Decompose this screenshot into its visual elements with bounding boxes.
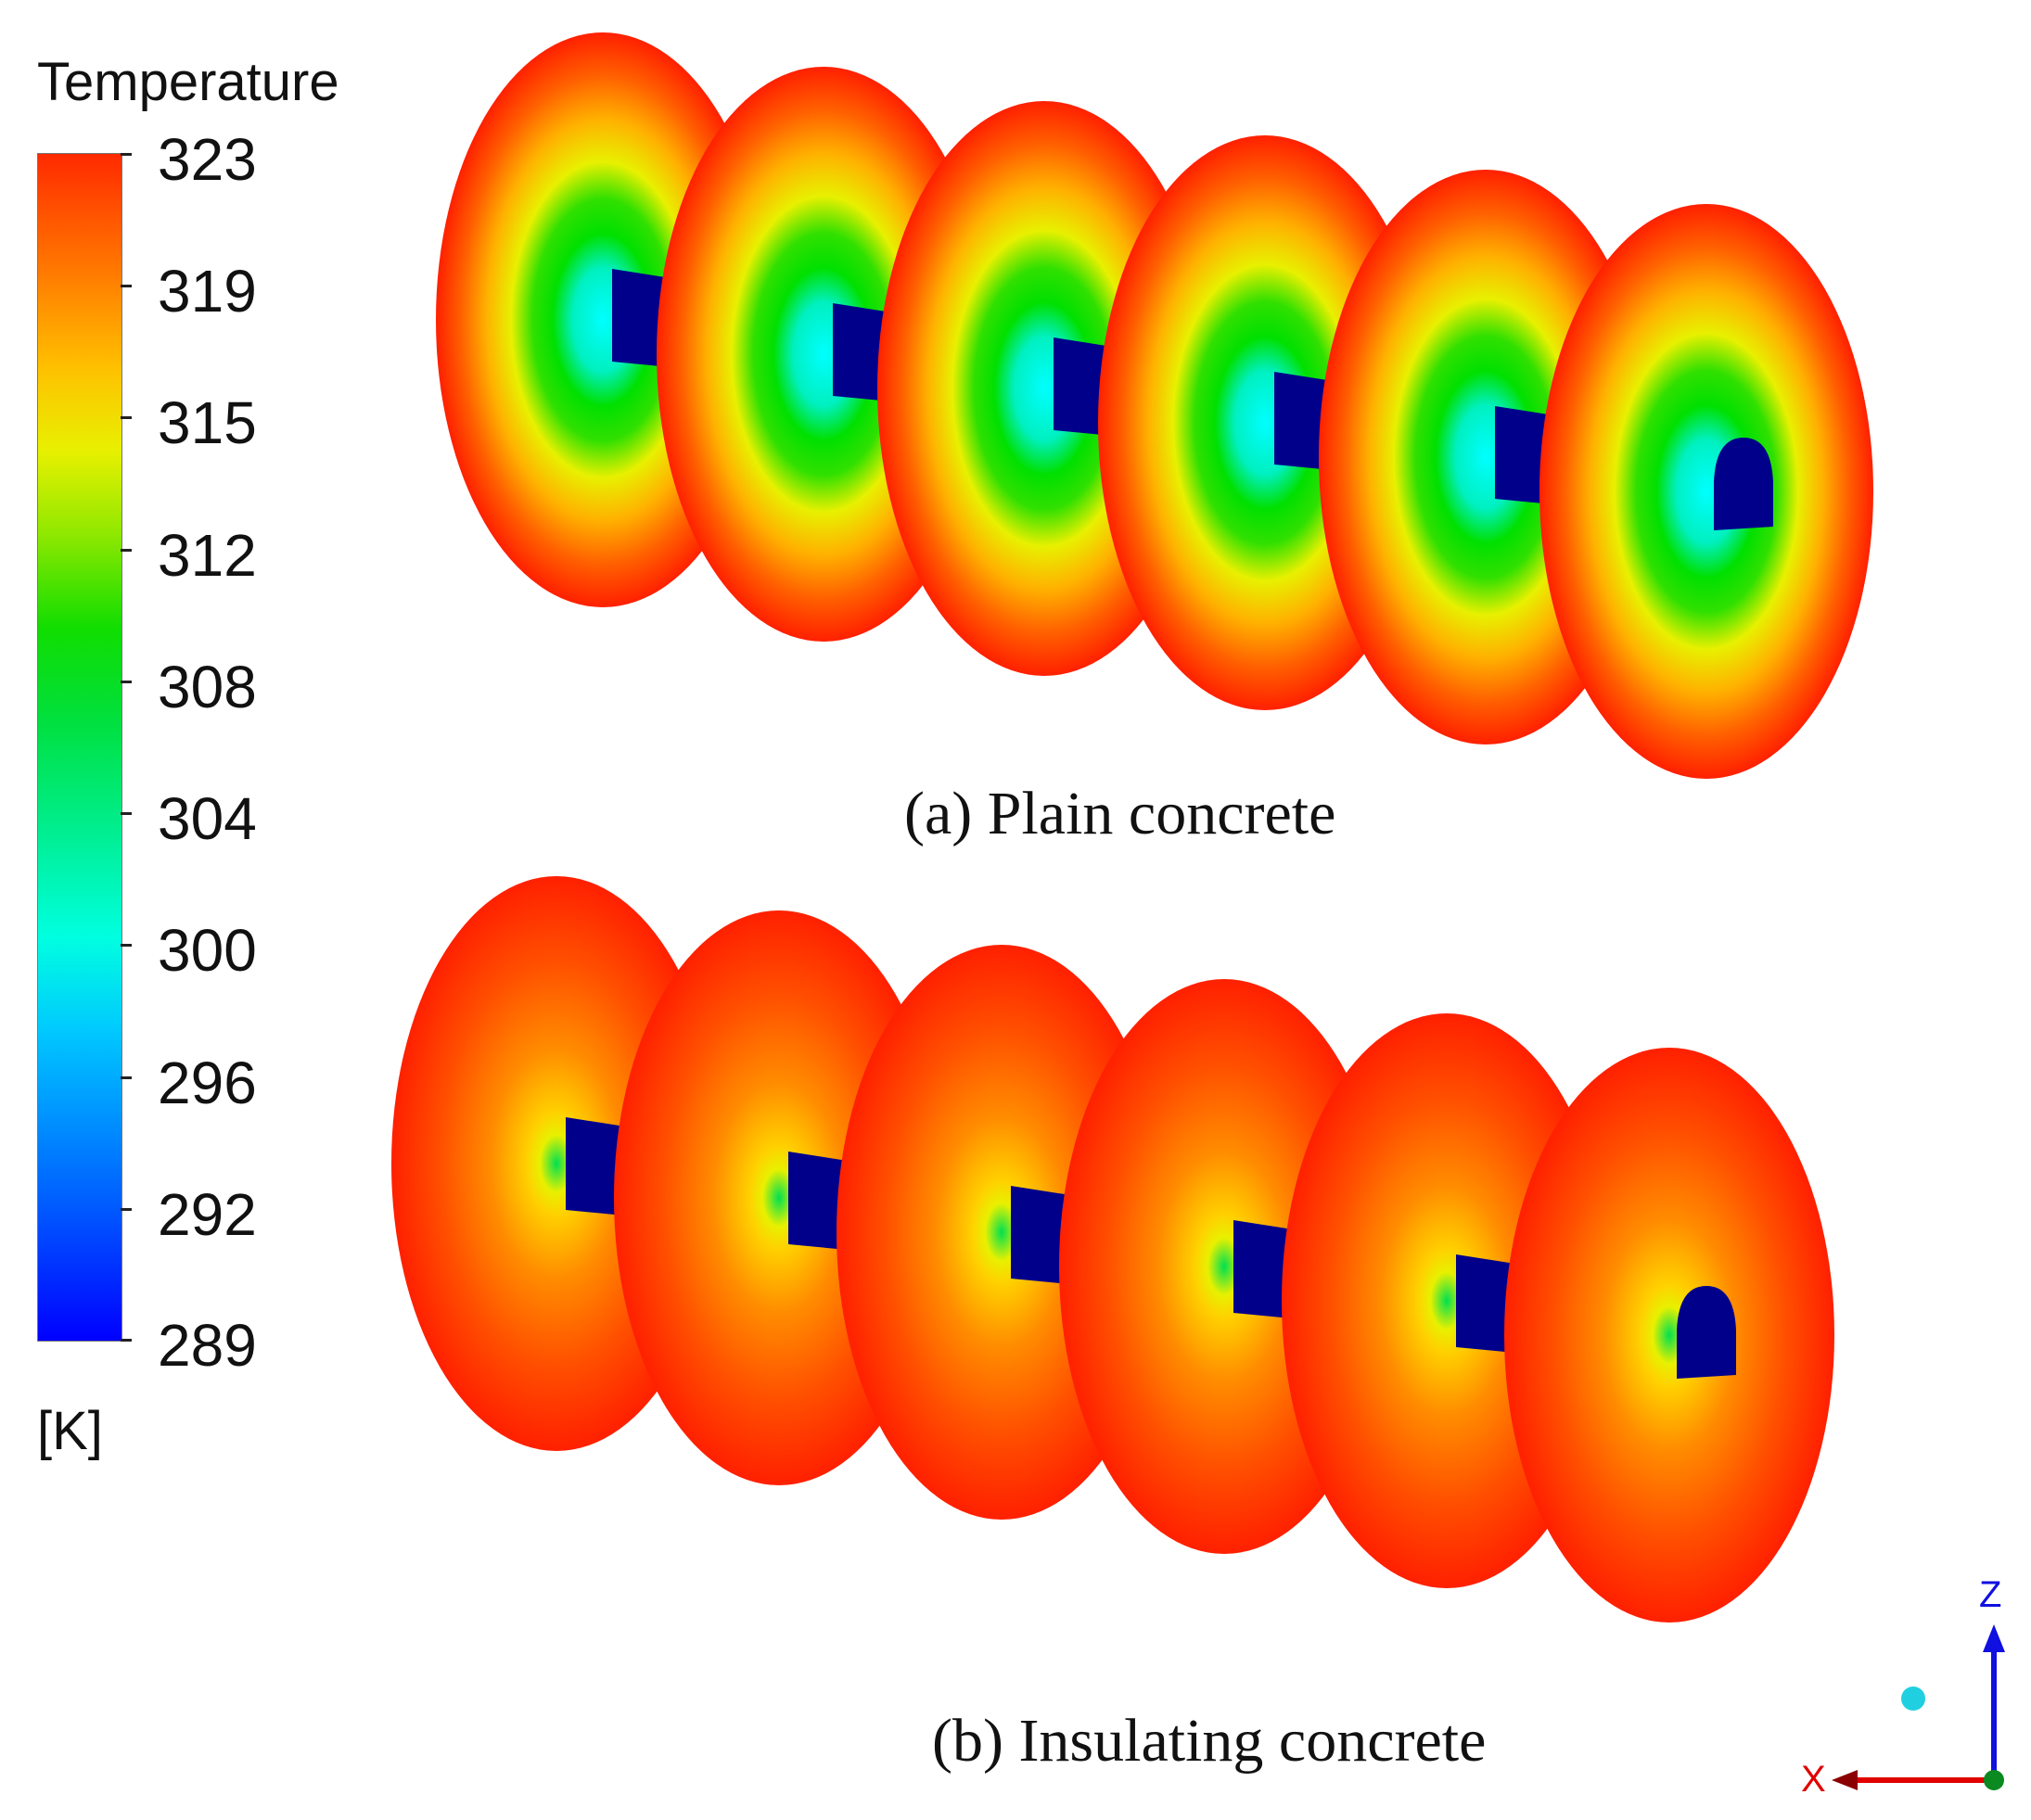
- colorbar-tick-label: 312: [158, 522, 257, 589]
- caption-insulating-concrete: (b) Insulating concrete: [932, 1707, 1487, 1775]
- colorbar-tick: [121, 549, 132, 552]
- temperature-colorbar: [37, 153, 122, 1342]
- tunnel-opening: [1714, 438, 1773, 530]
- colorbar-tick: [121, 944, 132, 947]
- colorbar-tick-label: 304: [158, 785, 257, 852]
- colorbar-tick-label: 308: [158, 654, 257, 720]
- view-point-dot: [1901, 1686, 1925, 1711]
- colorbar-tick: [121, 285, 132, 287]
- colorbar-tick: [121, 1208, 132, 1211]
- coordinate-triad: [1832, 1624, 2005, 1790]
- panel-insulating-concrete: [391, 876, 1834, 1623]
- colorbar-tick-label: 319: [158, 258, 257, 325]
- concrete-ring: [1504, 1048, 1834, 1623]
- x-axis-label: X: [1801, 1759, 1826, 1800]
- colorbar-tick-label: 289: [158, 1312, 257, 1379]
- z-axis-arrow: [1983, 1624, 2005, 1652]
- x-axis-arrow: [1832, 1770, 1858, 1790]
- colorbar-tick: [121, 1076, 132, 1079]
- y-axis-dot: [1984, 1770, 2004, 1790]
- colorbar-tick-label: 323: [158, 126, 257, 193]
- z-axis-label: Z: [1979, 1574, 2002, 1615]
- panel-plain-concrete: [436, 32, 1873, 779]
- colorbar-tick: [121, 681, 132, 683]
- colorbar-tick-label: 315: [158, 389, 257, 456]
- colorbar-tick-label: 292: [158, 1181, 257, 1248]
- colorbar-tick: [121, 416, 132, 419]
- colorbar-tick-label: 296: [158, 1050, 257, 1116]
- legend-unit: [K]: [37, 1401, 103, 1461]
- colorbar-tick: [121, 1339, 132, 1342]
- colorbar-tick: [121, 153, 132, 156]
- caption-plain-concrete: (a) Plain concrete: [904, 780, 1336, 847]
- concrete-ring: [1539, 204, 1873, 779]
- colorbar-tick: [121, 812, 132, 815]
- legend-title: Temperature: [37, 52, 339, 112]
- colorbar-tick-label: 300: [158, 917, 257, 984]
- tunnel-opening: [1677, 1286, 1736, 1379]
